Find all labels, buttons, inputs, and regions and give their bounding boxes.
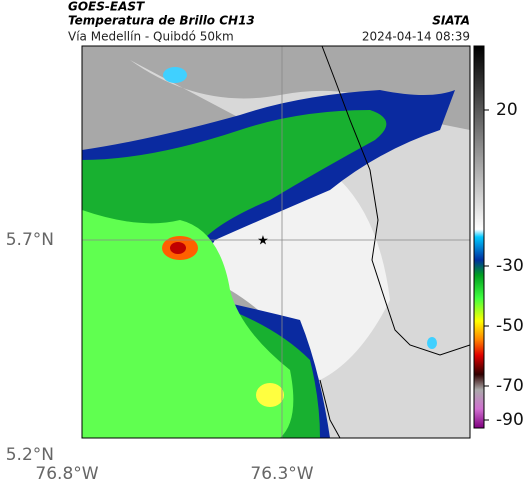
colorbar-tick-label: 20 xyxy=(496,100,518,120)
colorbar-tick-label: -90 xyxy=(496,410,524,430)
colorbar xyxy=(473,45,485,429)
lat-label: 5.7°N xyxy=(6,230,54,250)
lon-label: 76.8°W xyxy=(35,464,98,484)
svg-text:★: ★ xyxy=(257,234,269,249)
source: GOES-EAST xyxy=(68,0,145,14)
lat-label: 5.2°N xyxy=(6,445,54,465)
colorbar-tick-label: -70 xyxy=(496,376,524,396)
route: Vía Medellín - Quibdó 50km xyxy=(68,30,234,44)
colorbar-tick-label: -50 xyxy=(496,316,524,336)
satellite-image: ★ xyxy=(82,46,470,438)
colorbar-tick-label: -30 xyxy=(496,256,524,276)
lon-label: 76.3°W xyxy=(250,464,313,484)
product: Temperatura de Brillo CH13 xyxy=(68,14,255,28)
datetime: 2024-04-14 08:39 xyxy=(362,30,470,44)
brand: SIATA xyxy=(432,14,470,28)
labels: 5.7°N 5.2°N76.8°W 76.3°W 20 -30 -50 -70 -90 xyxy=(6,100,524,484)
